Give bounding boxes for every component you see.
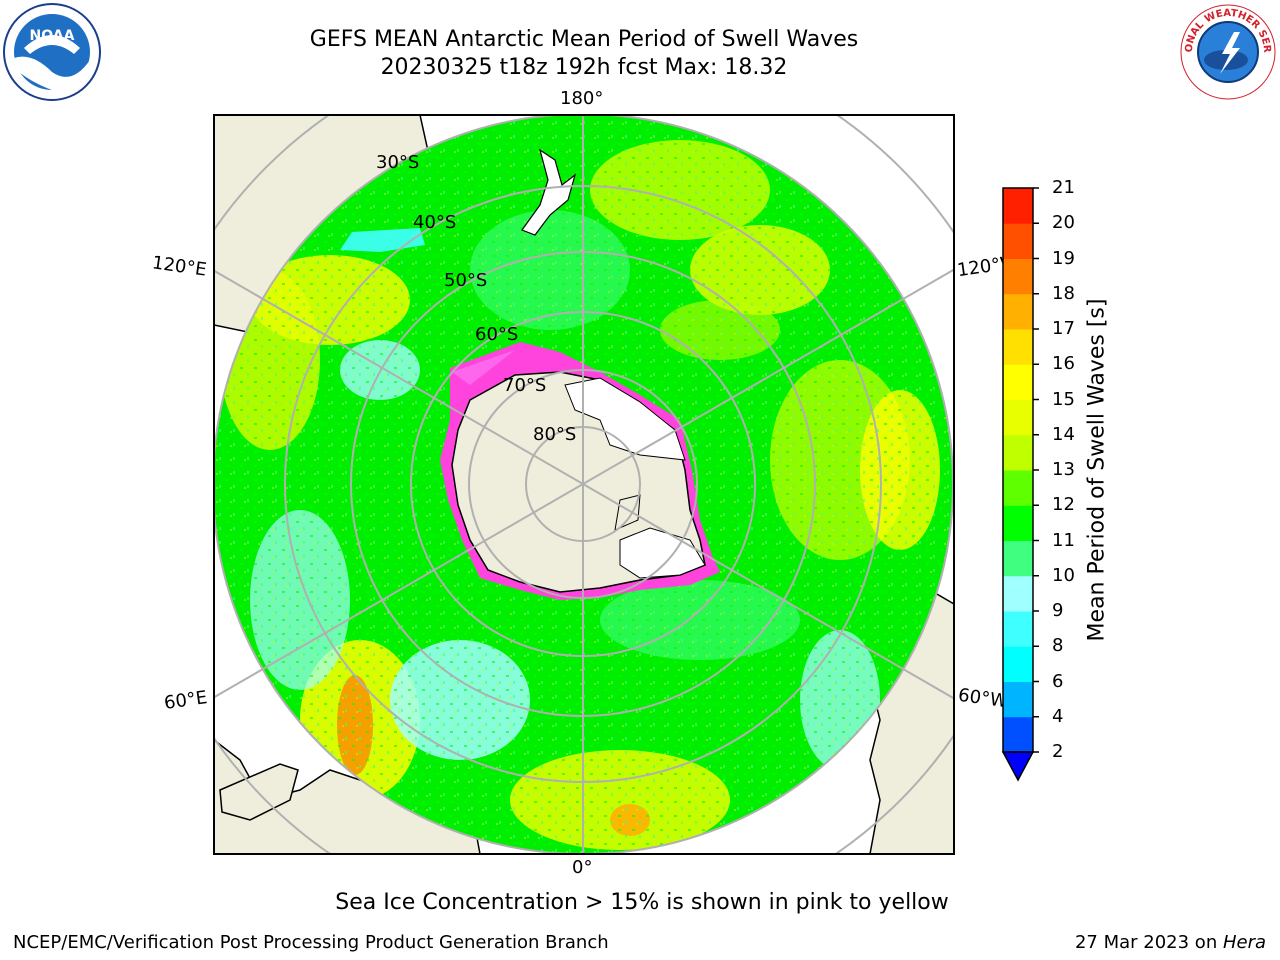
colorbar-tick-label: 12 bbox=[1052, 494, 1075, 516]
colorbar-tick-label: 16 bbox=[1052, 353, 1075, 375]
footer-machine: Hera bbox=[1222, 932, 1266, 953]
lon-label-180: 180° bbox=[560, 88, 604, 109]
lat-label-40s: 40°S bbox=[413, 212, 457, 233]
map-frame-content bbox=[214, 115, 954, 854]
footer-date-text: 27 Mar 2023 on bbox=[1074, 932, 1223, 953]
colorbar-tick-label: 4 bbox=[1052, 705, 1064, 727]
ross-ice-shelf bbox=[564, 377, 686, 461]
weddell-ice-shelf bbox=[619, 527, 706, 579]
colorbar-tick-label: 20 bbox=[1052, 212, 1075, 234]
map-frame bbox=[213, 114, 955, 855]
colorbar-band bbox=[1003, 540, 1033, 577]
colorbar-band bbox=[1003, 258, 1033, 295]
colorbar-band bbox=[1003, 716, 1033, 753]
lon-label-0: 0° bbox=[572, 857, 593, 878]
colorbar-tick-label: 15 bbox=[1052, 388, 1075, 410]
colorbar-band bbox=[1003, 329, 1033, 365]
lat-label-70s: 70°S bbox=[503, 375, 547, 396]
colorbar-tick-label: 9 bbox=[1052, 600, 1064, 621]
colorbar-tick-label: 2 bbox=[1052, 741, 1064, 762]
colorbar-band bbox=[1003, 575, 1033, 612]
noaa-logo: NOAA bbox=[3, 3, 101, 101]
colorbar-tick-label: 18 bbox=[1052, 282, 1075, 304]
colorbar-tick-label: 11 bbox=[1052, 529, 1075, 551]
colorbar-tick-label: 6 bbox=[1052, 670, 1064, 692]
colorbar-tick-label: 10 bbox=[1052, 564, 1075, 586]
colorbar bbox=[1001, 187, 1039, 782]
map-subtitle: 20230325 t18z 192h fcst Max: 18.32 bbox=[380, 55, 788, 80]
colorbar-band bbox=[1003, 434, 1033, 471]
colorbar-tick-label: 8 bbox=[1052, 635, 1064, 657]
colorbar-band bbox=[1003, 399, 1033, 436]
lat-label-30s: 30°S bbox=[376, 152, 420, 173]
noaa-logo-text: NOAA bbox=[30, 28, 75, 44]
colorbar-tick-label: 17 bbox=[1052, 318, 1075, 339]
colorbar-band bbox=[1003, 293, 1033, 330]
colorbar-band bbox=[1003, 611, 1033, 647]
colorbar-band bbox=[1003, 681, 1033, 718]
map-title: GEFS MEAN Antarctic Mean Period of Swell… bbox=[309, 27, 859, 52]
colorbar-tick-label: 21 bbox=[1052, 177, 1075, 198]
new-zealand-land bbox=[521, 148, 577, 236]
lat-label-60s: 60°S bbox=[475, 324, 519, 345]
graticule bbox=[214, 115, 954, 854]
footer-date: 27 Mar 2023 on Hera bbox=[1075, 932, 1266, 953]
colorbar-tick-label: 14 bbox=[1052, 423, 1075, 445]
colorbar-band bbox=[1003, 188, 1033, 224]
colorbar-band bbox=[1003, 364, 1033, 400]
national-weather-service-logo: NATIONAL WEATHER SERVICE bbox=[1178, 2, 1276, 100]
colorbar-title: Mean Period of Swell Waves [s] bbox=[1084, 298, 1110, 642]
colorbar-band bbox=[1003, 505, 1033, 541]
colorbar-band bbox=[1003, 223, 1033, 259]
colorbar-tick-label: 19 bbox=[1052, 247, 1075, 269]
lat-label-50s: 50°S bbox=[444, 270, 488, 291]
lat-label-80s: 80°S bbox=[533, 424, 577, 445]
colorbar-under-arrow bbox=[1001, 751, 1035, 782]
colorbar-band bbox=[1003, 470, 1033, 506]
footer-credit: NCEP/EMC/Verification Post Processing Pr… bbox=[13, 932, 609, 953]
colorbar-tick-label: 13 bbox=[1052, 459, 1075, 480]
colorbar-band bbox=[1003, 646, 1033, 682]
sea-ice-note: Sea Ice Concentration > 15% is shown in … bbox=[335, 890, 949, 915]
